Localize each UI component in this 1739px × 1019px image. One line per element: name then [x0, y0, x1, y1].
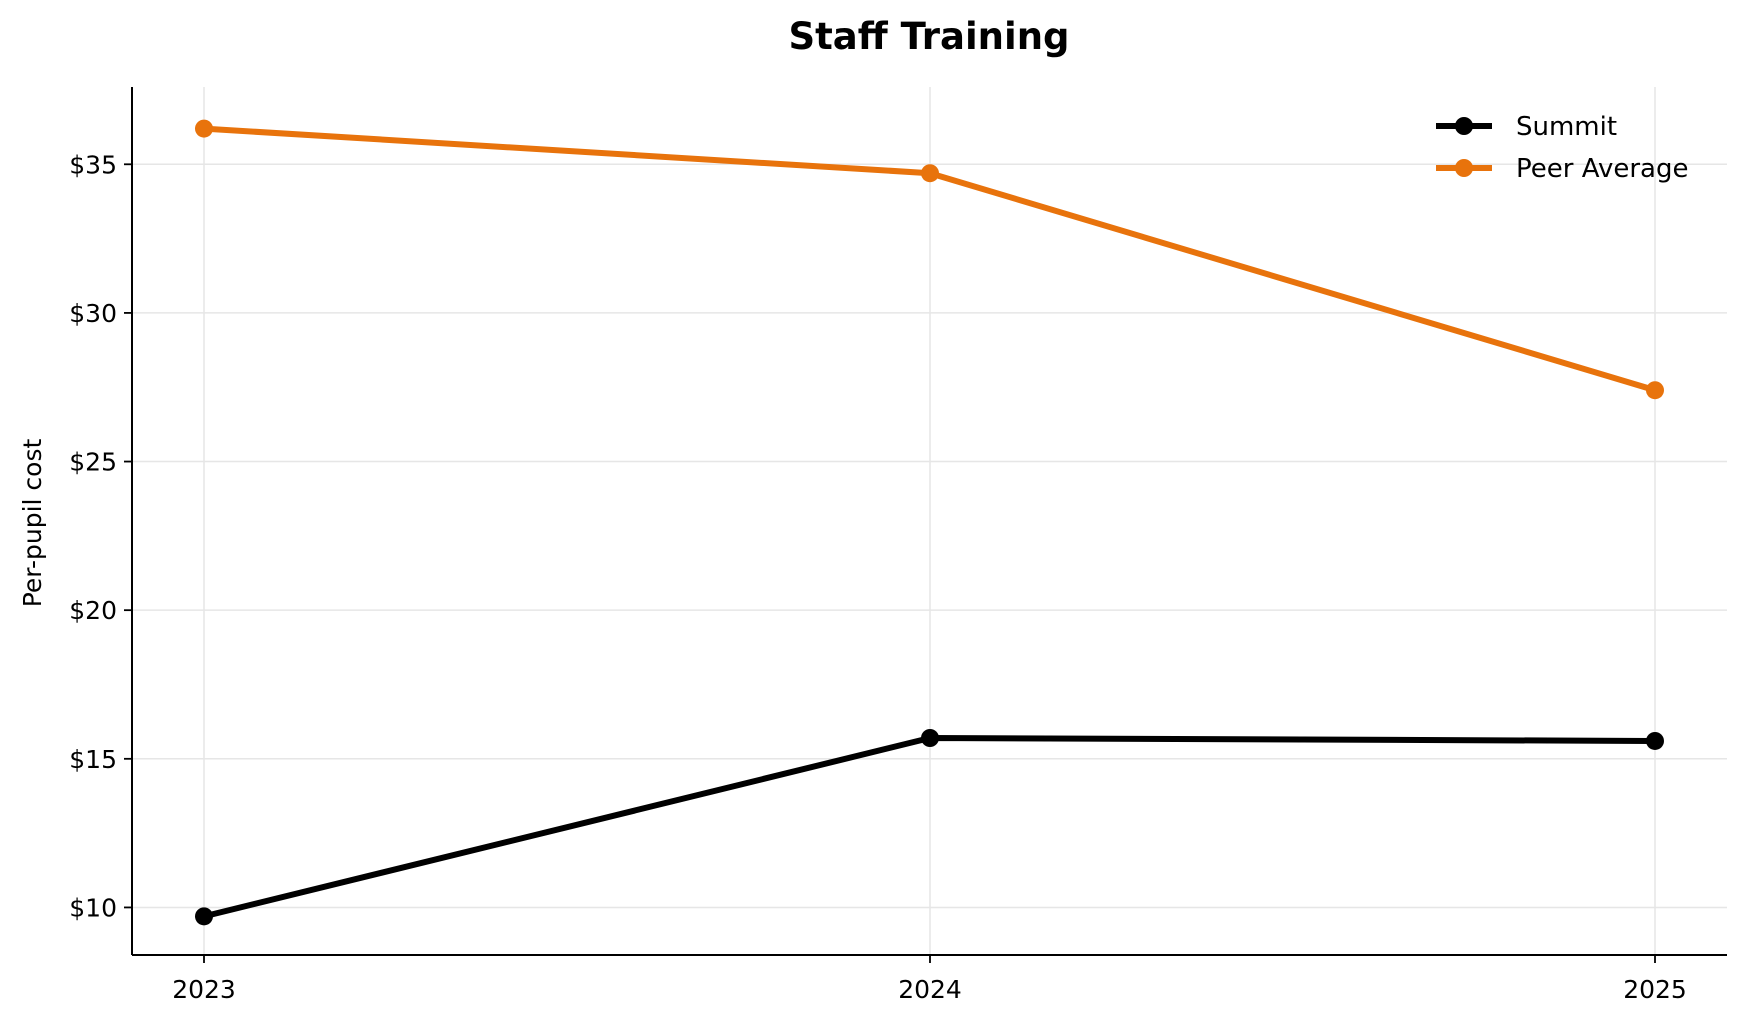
series-lines [195, 119, 1664, 926]
legend-label: Summit [1516, 112, 1617, 142]
x-tick-label: 2024 [898, 975, 962, 1004]
data-point-summit [1646, 731, 1664, 750]
data-point-summit [195, 907, 213, 926]
data-point-peer-average [1646, 381, 1664, 400]
data-point-peer-average [921, 164, 939, 183]
chart-title: Staff Training [788, 15, 1069, 58]
legend-marker [1455, 117, 1473, 135]
axes [124, 87, 1727, 963]
y-tick-label: $35 [69, 150, 117, 179]
y-tick-label: $25 [69, 448, 117, 477]
tick-labels: 2023 2024 2025 $10 $15 $20 $25 $30 $35 [69, 150, 1687, 1004]
y-axis-label: Per-pupil cost [18, 439, 47, 608]
data-point-summit [921, 729, 939, 747]
x-tick-label: 2023 [172, 975, 236, 1004]
legend-item-summit: Summit [1436, 112, 1617, 142]
x-tick-label: 2025 [1623, 975, 1687, 1004]
legend-label: Peer Average [1516, 154, 1688, 184]
y-tick-label: $30 [69, 299, 117, 328]
legend: Summit Peer Average [1436, 112, 1688, 184]
data-point-peer-average [195, 119, 213, 138]
y-tick-label: $10 [69, 893, 117, 922]
grid [132, 87, 1727, 955]
series-summit [195, 729, 1664, 926]
y-tick-label: $20 [69, 596, 117, 625]
series-peer-average [195, 119, 1664, 400]
y-tick-label: $15 [69, 745, 117, 774]
legend-item-peer-average: Peer Average [1436, 154, 1688, 184]
legend-marker [1455, 159, 1473, 177]
